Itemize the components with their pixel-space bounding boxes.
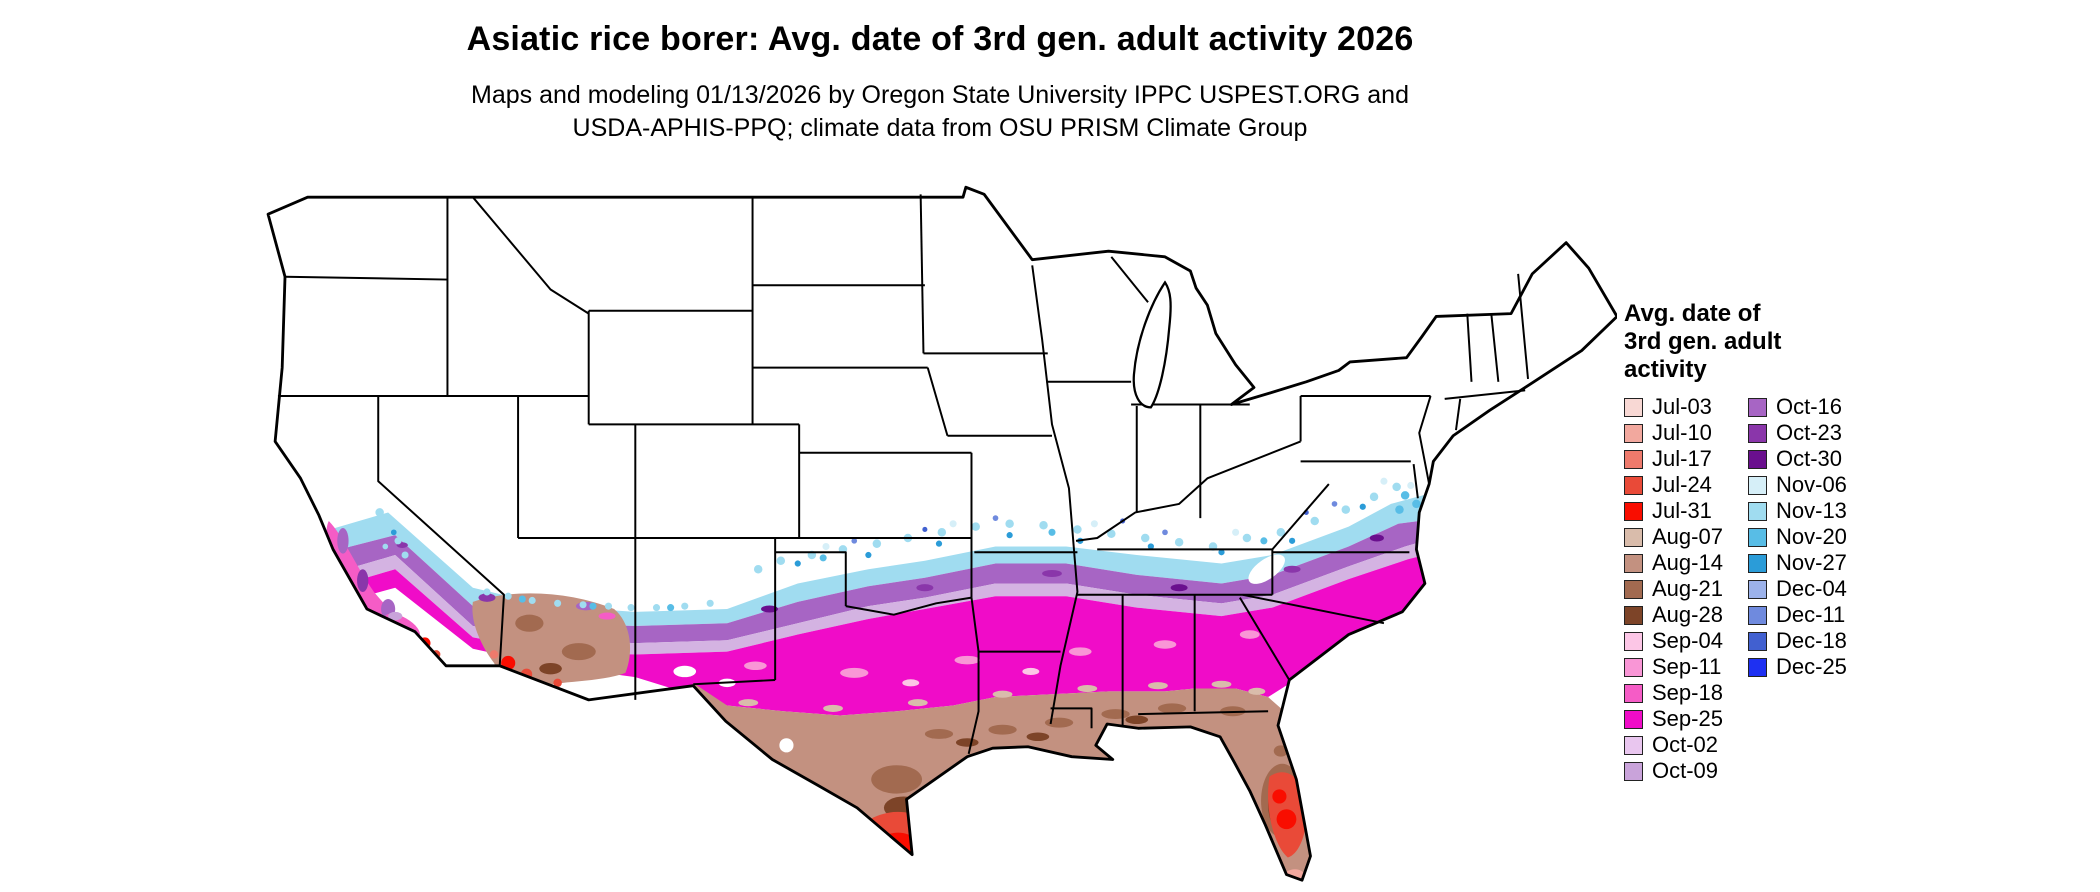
legend-item: Jul-03: [1624, 394, 1748, 420]
legend-swatch: [1624, 475, 1643, 495]
legend-item: Oct-09: [1624, 758, 1748, 784]
legend-label: Dec-04: [1776, 576, 1847, 601]
legend-item: Jul-17: [1624, 446, 1748, 472]
legend-label: Oct-23: [1776, 420, 1843, 445]
legend-swatch: [1748, 527, 1767, 547]
legend-item: Sep-18: [1624, 680, 1748, 706]
legend-item: Jul-24: [1624, 472, 1748, 498]
legend-item: Sep-25: [1624, 706, 1748, 732]
legend-label: Aug-07: [1652, 524, 1723, 549]
legend-swatch: [1624, 501, 1643, 521]
legend-swatch: [1748, 501, 1767, 521]
legend-column-2: Oct-16 Oct-23 Oct-30 Nov-06 Nov-13 Nov-2…: [1748, 394, 1888, 680]
legend-item: Dec-25: [1748, 654, 1888, 680]
header: Asiatic rice borer: Avg. date of 3rd gen…: [150, 20, 1730, 145]
legend-label: Oct-09: [1652, 758, 1719, 783]
legend-item: Dec-04: [1748, 576, 1888, 602]
legend-swatch: [1624, 553, 1643, 573]
legend-label: Aug-21: [1652, 576, 1723, 601]
legend-label: Dec-18: [1776, 628, 1847, 653]
legend-item: Oct-16: [1748, 394, 1888, 420]
legend-label: Jul-17: [1652, 446, 1712, 471]
legend-swatch: [1624, 683, 1643, 703]
legend-label: Nov-20: [1776, 524, 1847, 549]
legend-swatch: [1748, 579, 1767, 599]
legend-title: Avg. date of 3rd gen. adult activity: [1624, 300, 2024, 384]
legend-label: Aug-14: [1652, 550, 1723, 575]
legend-swatch: [1748, 657, 1767, 677]
legend-column-1: Jul-03 Jul-10 Jul-17 Jul-24 Jul-31 Aug-0…: [1624, 394, 1748, 784]
legend-swatch: [1624, 527, 1643, 547]
legend-label: Sep-11: [1652, 654, 1722, 679]
legend-columns: Jul-03 Jul-10 Jul-17 Jul-24 Jul-31 Aug-0…: [1624, 394, 2024, 784]
state-borders: [277, 194, 1529, 755]
legend-item: Dec-18: [1748, 628, 1888, 654]
legend-swatch: [1624, 657, 1643, 677]
page-title: Asiatic rice borer: Avg. date of 3rd gen…: [466, 20, 1414, 58]
legend-label: Jul-31: [1652, 498, 1712, 523]
legend-swatch: [1624, 631, 1643, 651]
legend-swatch: [1624, 423, 1643, 443]
legend-label: Dec-11: [1776, 602, 1846, 627]
legend-label: Aug-28: [1652, 602, 1723, 627]
legend-label: Jul-03: [1652, 394, 1712, 419]
us-outline: [266, 185, 1617, 882]
legend-swatch: [1748, 449, 1767, 469]
subtitle-line-1: Maps and modeling 01/13/2026 by Oregon S…: [471, 81, 1409, 109]
legend-item: Sep-11: [1624, 654, 1748, 680]
legend-item: Sep-04: [1624, 628, 1748, 654]
legend-item: Oct-30: [1748, 446, 1888, 472]
legend-item: Dec-11: [1748, 602, 1888, 628]
legend-item: Aug-07: [1624, 524, 1748, 550]
legend-swatch: [1624, 709, 1643, 729]
legend-swatch: [1624, 761, 1643, 781]
legend-swatch: [1748, 423, 1767, 443]
legend-label: Oct-16: [1776, 394, 1843, 419]
legend: Avg. date of 3rd gen. adult activity Jul…: [1624, 300, 2024, 784]
legend-label: Nov-06: [1776, 472, 1847, 497]
legend-item: Aug-28: [1624, 602, 1748, 628]
legend-label: Sep-25: [1652, 706, 1723, 731]
legend-item: Nov-27: [1748, 550, 1888, 576]
us-activity-map: [261, 183, 1617, 892]
legend-item: Aug-14: [1624, 550, 1748, 576]
subtitle-line-2: USDA-APHIS-PPQ; climate data from OSU PR…: [572, 114, 1308, 142]
legend-label: Jul-10: [1652, 420, 1712, 445]
legend-swatch: [1624, 579, 1643, 599]
legend-label: Sep-18: [1652, 680, 1723, 705]
legend-item: Oct-02: [1624, 732, 1748, 758]
legend-item: Nov-13: [1748, 498, 1888, 524]
us-map-svg: [266, 185, 1617, 882]
legend-swatch: [1748, 631, 1767, 651]
legend-swatch: [1748, 475, 1767, 495]
legend-item: Nov-20: [1748, 524, 1888, 550]
legend-swatch: [1624, 449, 1643, 469]
legend-label: Sep-04: [1652, 628, 1723, 653]
legend-item: Oct-23: [1748, 420, 1888, 446]
legend-label: Jul-24: [1652, 472, 1712, 497]
legend-label: Oct-30: [1776, 446, 1843, 471]
legend-title-line-2: 3rd gen. adult: [1624, 328, 1782, 355]
legend-swatch: [1748, 605, 1767, 625]
legend-title-line-1: Avg. date of: [1624, 300, 1761, 327]
legend-item: Jul-10: [1624, 420, 1748, 446]
legend-label: Nov-27: [1776, 550, 1847, 575]
legend-swatch: [1624, 397, 1643, 417]
legend-title-line-3: activity: [1624, 356, 1707, 383]
legend-swatch: [1624, 605, 1643, 625]
legend-swatch: [1748, 553, 1767, 573]
lake-michigan: [1132, 280, 1172, 409]
legend-swatch: [1748, 397, 1767, 417]
legend-item: Nov-06: [1748, 472, 1888, 498]
legend-label: Dec-25: [1776, 654, 1847, 679]
legend-item: Aug-21: [1624, 576, 1748, 602]
legend-label: Oct-02: [1652, 732, 1719, 757]
legend-label: Nov-13: [1776, 498, 1847, 523]
legend-swatch: [1624, 735, 1643, 755]
legend-item: Jul-31: [1624, 498, 1748, 524]
